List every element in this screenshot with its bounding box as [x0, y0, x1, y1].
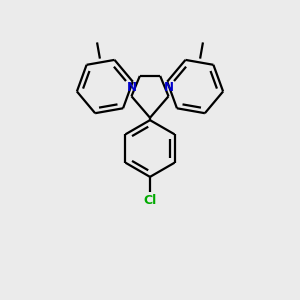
- Text: Cl: Cl: [143, 194, 157, 207]
- Text: N: N: [164, 81, 173, 94]
- Text: N: N: [127, 81, 136, 94]
